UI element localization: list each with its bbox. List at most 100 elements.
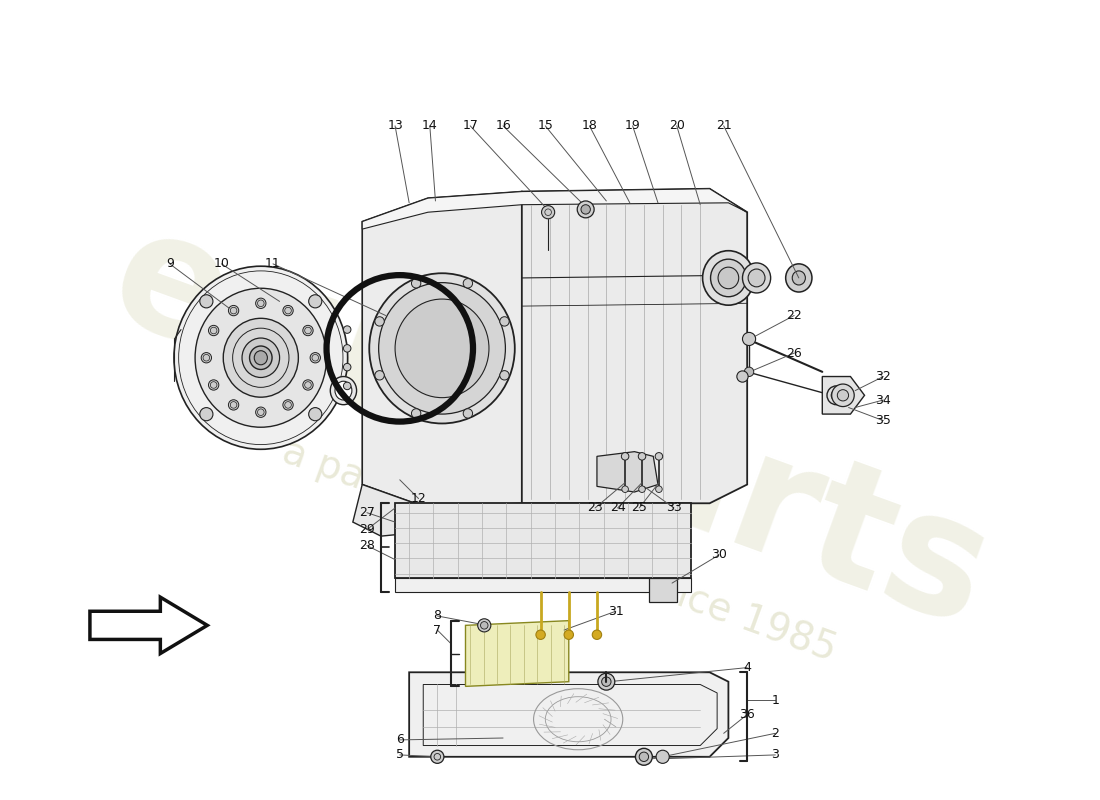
Circle shape (229, 306, 239, 316)
Circle shape (343, 326, 351, 334)
Text: 13: 13 (387, 119, 403, 132)
Text: 19: 19 (625, 119, 640, 132)
Polygon shape (395, 578, 691, 593)
Text: a passion for parts since 1985: a passion for parts since 1985 (277, 432, 842, 669)
Ellipse shape (242, 338, 279, 378)
Polygon shape (521, 189, 747, 503)
Ellipse shape (254, 350, 267, 365)
Text: 10: 10 (213, 258, 229, 270)
Circle shape (621, 486, 628, 493)
Text: 25: 25 (631, 502, 647, 514)
Text: euroParts: euroParts (90, 194, 1010, 662)
Text: 1: 1 (771, 694, 779, 707)
Text: 8: 8 (433, 610, 441, 622)
Text: 35: 35 (876, 414, 891, 427)
Text: 18: 18 (582, 119, 597, 132)
Ellipse shape (395, 299, 490, 398)
Text: 22: 22 (786, 309, 802, 322)
Circle shape (499, 370, 509, 380)
Circle shape (283, 400, 294, 410)
Circle shape (255, 407, 266, 418)
Circle shape (481, 622, 488, 629)
Text: 15: 15 (538, 119, 553, 132)
Circle shape (343, 345, 351, 352)
Circle shape (201, 353, 211, 363)
Text: 7: 7 (433, 623, 441, 637)
Text: 2: 2 (771, 727, 779, 740)
Ellipse shape (703, 250, 755, 305)
Circle shape (477, 618, 491, 632)
Text: 12: 12 (410, 492, 427, 505)
Circle shape (541, 206, 554, 218)
Polygon shape (409, 672, 728, 757)
Text: 34: 34 (876, 394, 891, 406)
Circle shape (827, 386, 846, 405)
Text: 36: 36 (739, 708, 755, 721)
Ellipse shape (785, 264, 812, 292)
Ellipse shape (378, 282, 505, 414)
Circle shape (837, 390, 848, 401)
Polygon shape (362, 191, 521, 508)
Text: 20: 20 (669, 119, 684, 132)
Text: 33: 33 (667, 502, 682, 514)
Ellipse shape (174, 266, 348, 450)
Circle shape (375, 317, 384, 326)
Circle shape (463, 278, 473, 288)
Text: 9: 9 (166, 258, 174, 270)
Circle shape (343, 382, 351, 390)
Circle shape (411, 409, 421, 418)
Circle shape (431, 750, 444, 763)
Text: 3: 3 (771, 749, 779, 762)
Ellipse shape (195, 288, 327, 427)
Circle shape (283, 306, 294, 316)
Text: 6: 6 (396, 734, 404, 746)
Text: 17: 17 (462, 119, 478, 132)
Circle shape (742, 332, 756, 346)
Ellipse shape (330, 377, 356, 405)
Circle shape (638, 453, 646, 460)
Polygon shape (649, 578, 676, 602)
Text: 30: 30 (711, 549, 727, 562)
Text: 24: 24 (609, 502, 626, 514)
Circle shape (578, 201, 594, 218)
Circle shape (209, 326, 219, 336)
Circle shape (536, 630, 546, 639)
Circle shape (832, 390, 842, 401)
Circle shape (309, 294, 322, 308)
Text: 11: 11 (265, 258, 280, 270)
Polygon shape (597, 452, 658, 492)
Circle shape (343, 363, 351, 371)
Circle shape (592, 630, 602, 639)
Text: 5: 5 (396, 749, 404, 762)
Circle shape (302, 380, 313, 390)
Circle shape (411, 278, 421, 288)
Circle shape (656, 486, 662, 493)
Circle shape (302, 326, 313, 336)
Ellipse shape (250, 346, 272, 370)
Circle shape (200, 294, 213, 308)
Polygon shape (465, 621, 569, 686)
Text: 26: 26 (786, 346, 802, 359)
Text: 31: 31 (608, 605, 624, 618)
Text: 23: 23 (587, 502, 603, 514)
Circle shape (639, 486, 646, 493)
Circle shape (598, 674, 615, 690)
Circle shape (745, 367, 754, 377)
Text: 21: 21 (716, 119, 732, 132)
Text: 14: 14 (422, 119, 438, 132)
Circle shape (229, 400, 239, 410)
Ellipse shape (711, 259, 746, 297)
Ellipse shape (223, 318, 298, 397)
Circle shape (656, 453, 662, 460)
Circle shape (375, 370, 384, 380)
Ellipse shape (370, 274, 515, 423)
Circle shape (636, 748, 652, 766)
Circle shape (581, 205, 591, 214)
Circle shape (639, 752, 649, 762)
Circle shape (602, 677, 610, 686)
Circle shape (499, 317, 509, 326)
Ellipse shape (718, 267, 739, 289)
Text: 4: 4 (744, 661, 751, 674)
Polygon shape (823, 377, 865, 414)
Circle shape (310, 353, 320, 363)
